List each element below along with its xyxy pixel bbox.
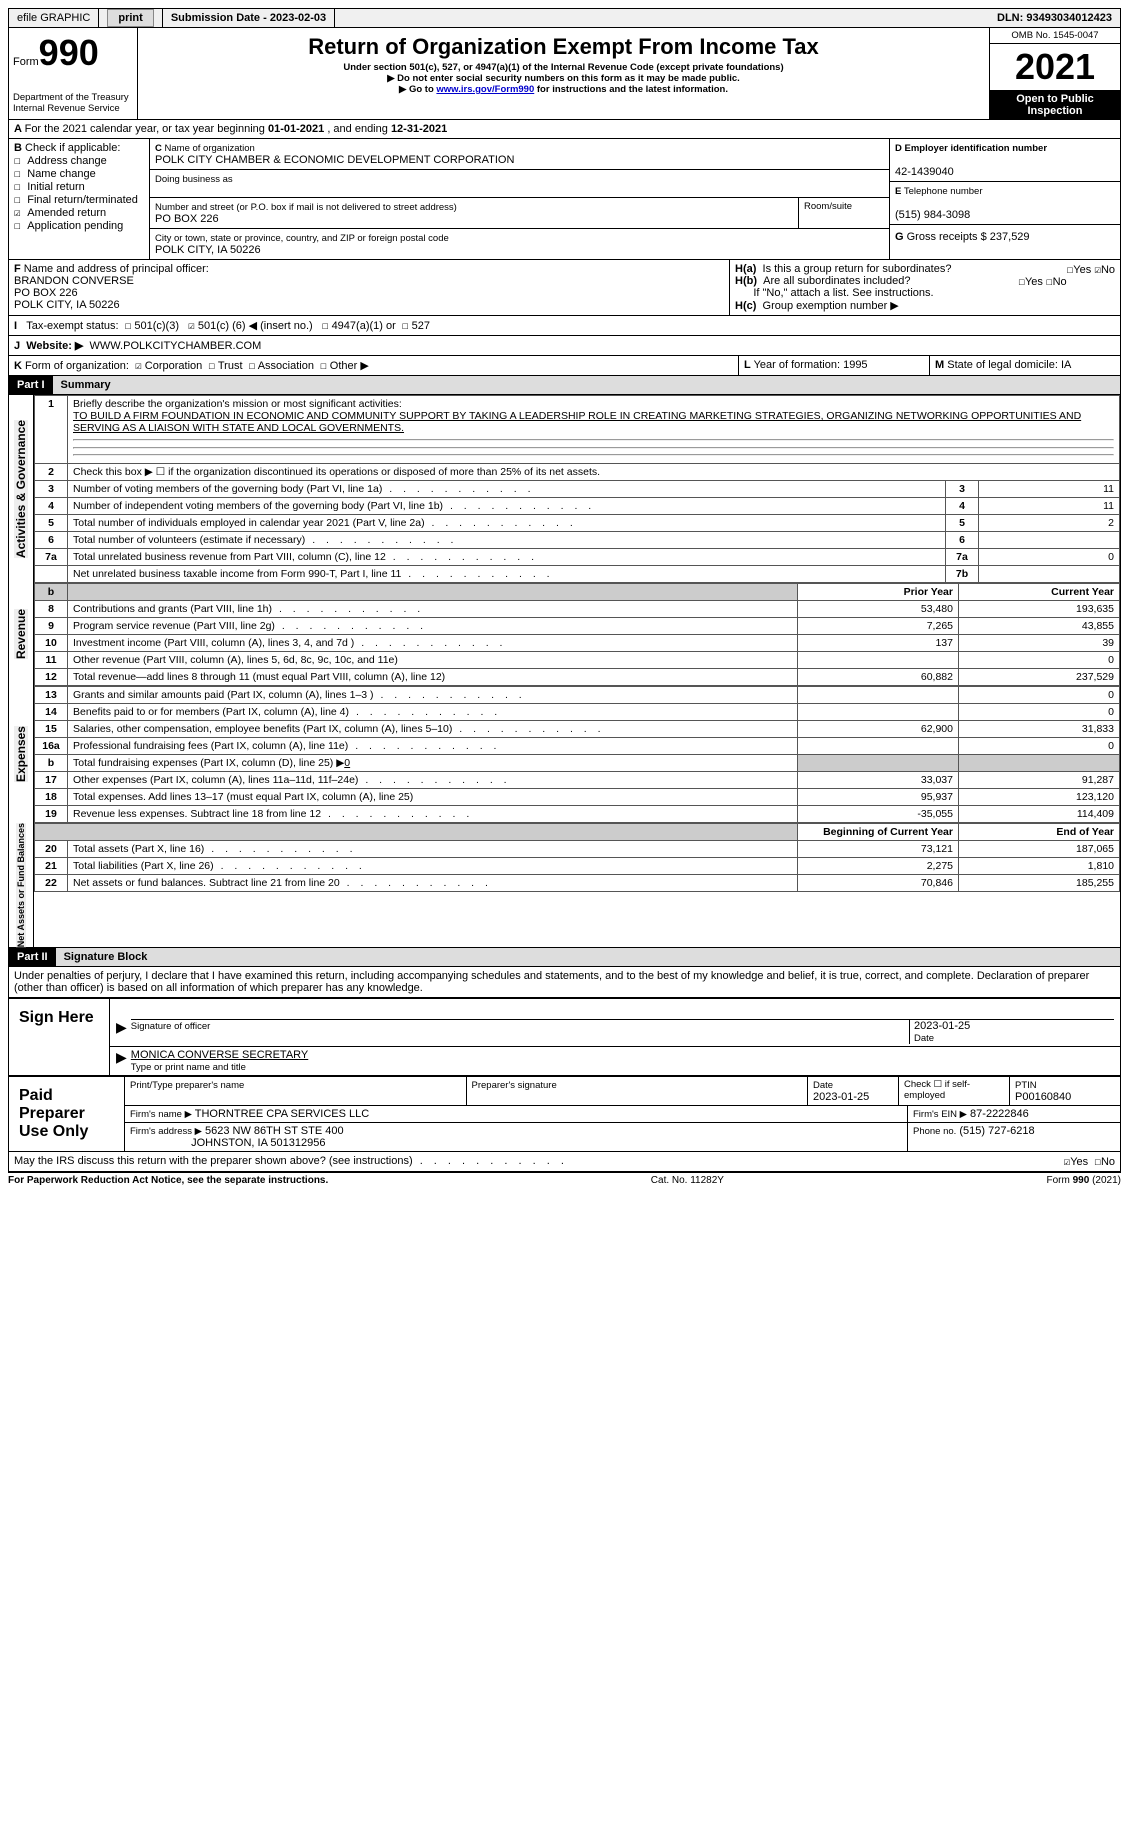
section-activities: Activities & Governance 1 Briefly descri…: [8, 395, 1121, 583]
dept-label: Department of the Treasury: [13, 92, 133, 103]
section-net: Net Assets or Fund Balances Beginning of…: [8, 823, 1121, 948]
fh-block: F Name and address of principal officer:…: [8, 260, 1121, 316]
lines-exp: 13Grants and similar amounts paid (Part …: [34, 686, 1120, 823]
instructions-link[interactable]: www.irs.gov/Form990: [436, 84, 534, 95]
sig-date: 2023-01-25: [914, 1020, 1114, 1032]
table-row: 8Contributions and grants (Part VIII, li…: [35, 601, 1120, 618]
section-deg: D Employer identification number 42-1439…: [890, 139, 1120, 259]
form-number-box: Form990 Department of the Treasury Inter…: [9, 28, 138, 119]
table-row: 15Salaries, other compensation, employee…: [35, 721, 1120, 738]
form-header: Form990 Department of the Treasury Inter…: [8, 28, 1121, 120]
officer-sig-name: MONICA CONVERSE SECRETARY: [131, 1049, 1114, 1061]
table-row: 17Other expenses (Part IX, column (A), l…: [35, 772, 1120, 789]
phone: (515) 984-3098: [895, 209, 970, 221]
table-row: 11Other revenue (Part VIII, column (A), …: [35, 652, 1120, 669]
gross-receipts: 237,529: [990, 231, 1030, 243]
table-row: 22Net assets or fund balances. Subtract …: [35, 875, 1120, 892]
org-city: POLK CITY, IA 50226: [155, 244, 261, 256]
table-row: 18Total expenses. Add lines 13–17 (must …: [35, 789, 1120, 806]
section-b: B Check if applicable: ☐ Address change …: [9, 139, 150, 259]
irs-label: Internal Revenue Service: [13, 103, 133, 114]
table-row: 14Benefits paid to or for members (Part …: [35, 704, 1120, 721]
submission-date: Submission Date - 2023-02-03: [163, 9, 335, 27]
section-revenue: Revenue bPrior YearCurrent Year 8Contrib…: [8, 583, 1121, 686]
website: WWW.POLKCITYCHAMBER.COM: [90, 340, 262, 352]
top-bar: efile GRAPHIC print Submission Date - 20…: [8, 8, 1121, 28]
omb-box: OMB No. 1545-0047 2021 Open to Public In…: [990, 28, 1120, 119]
instructions-link-row: ▶ Go to www.irs.gov/Form990 for instruct…: [142, 84, 985, 95]
chk-address[interactable]: ☐: [14, 154, 27, 167]
paid-preparer-block: Paid Preparer Use Only Print/Type prepar…: [8, 1076, 1121, 1152]
table-row: 12Total revenue—add lines 8 through 11 (…: [35, 669, 1120, 686]
mission: TO BUILD A FIRM FOUNDATION IN ECONOMIC A…: [73, 410, 1081, 434]
chk-amended[interactable]: ☑: [14, 206, 27, 219]
table-row: Net unrelated business taxable income fr…: [35, 566, 1120, 583]
chk-initial[interactable]: ☐: [14, 180, 27, 193]
chk-final[interactable]: ☐: [14, 193, 27, 206]
entity-block: B Check if applicable: ☐ Address change …: [8, 139, 1121, 260]
table-row: 6Total number of volunteers (estimate if…: [35, 532, 1120, 549]
officer-name: BRANDON CONVERSE: [14, 275, 134, 287]
form-title: Return of Organization Exempt From Incom…: [142, 34, 985, 60]
table-row: 9Program service revenue (Part VIII, lin…: [35, 618, 1120, 635]
table-row: 13Grants and similar amounts paid (Part …: [35, 687, 1120, 704]
table-row: 20Total assets (Part X, line 16)73,12118…: [35, 841, 1120, 858]
org-address: PO BOX 226: [155, 213, 219, 225]
part2-header: Part II Signature Block: [8, 948, 1121, 967]
lines-net: Beginning of Current YearEnd of Year 20T…: [34, 823, 1120, 892]
print-button[interactable]: print: [107, 9, 153, 27]
omb-number: OMB No. 1545-0047: [990, 28, 1120, 44]
table-row: 19Revenue less expenses. Subtract line 1…: [35, 806, 1120, 823]
table-row: 7aTotal unrelated business revenue from …: [35, 549, 1120, 566]
lines-ag: 1 Briefly describe the organization's mi…: [34, 395, 1120, 583]
line-a: A For the 2021 calendar year, or tax yea…: [8, 120, 1121, 139]
ein: 42-1439040: [895, 166, 954, 178]
table-row: bTotal fundraising expenses (Part IX, co…: [35, 755, 1120, 772]
title-box: Return of Organization Exempt From Incom…: [138, 28, 990, 119]
arrow-icon: ▶: [116, 1049, 127, 1073]
section-expenses: Expenses 13Grants and similar amounts pa…: [8, 686, 1121, 823]
table-row: 21Total liabilities (Part X, line 26)2,2…: [35, 858, 1120, 875]
table-row: 4Number of independent voting members of…: [35, 498, 1120, 515]
page-footer: For Paperwork Reduction Act Notice, see …: [8, 1172, 1121, 1186]
line-klm: K Form of organization: ☑ Corporation ☐ …: [8, 356, 1121, 376]
section-c: C Name of organization POLK CITY CHAMBER…: [150, 139, 890, 259]
lines-rev: bPrior YearCurrent Year 8Contributions a…: [34, 583, 1120, 686]
tax-year: 2021: [990, 44, 1120, 91]
firm-name: THORNTREE CPA SERVICES LLC: [195, 1108, 369, 1120]
dln: DLN: 93493034012423: [989, 9, 1120, 27]
arrow-icon: ▶: [116, 1019, 127, 1044]
declaration: Under penalties of perjury, I declare th…: [8, 967, 1121, 997]
table-row: 10Investment income (Part VIII, column (…: [35, 635, 1120, 652]
table-row: 5Total number of individuals employed in…: [35, 515, 1120, 532]
chk-name[interactable]: ☐: [14, 167, 27, 180]
line-i: I Tax-exempt status: ☐ 501(c)(3) ☑ 501(c…: [8, 316, 1121, 336]
chk-pending[interactable]: ☐: [14, 219, 27, 232]
sign-here-block: Sign Here ▶ Signature of officer 2023-01…: [8, 997, 1121, 1076]
table-row: 3Number of voting members of the governi…: [35, 481, 1120, 498]
line-j: J Website: ▶ WWW.POLKCITYCHAMBER.COM: [8, 336, 1121, 356]
open-inspection: Open to Public Inspection: [990, 91, 1120, 119]
table-row: 16aProfessional fundraising fees (Part I…: [35, 738, 1120, 755]
ptin: P00160840: [1015, 1091, 1071, 1103]
org-name: POLK CITY CHAMBER & ECONOMIC DEVELOPMENT…: [155, 154, 514, 166]
efile-label: efile GRAPHIC: [9, 9, 99, 27]
part1-header: Part I Summary: [8, 376, 1121, 395]
discuss-row: May the IRS discuss this return with the…: [8, 1152, 1121, 1172]
